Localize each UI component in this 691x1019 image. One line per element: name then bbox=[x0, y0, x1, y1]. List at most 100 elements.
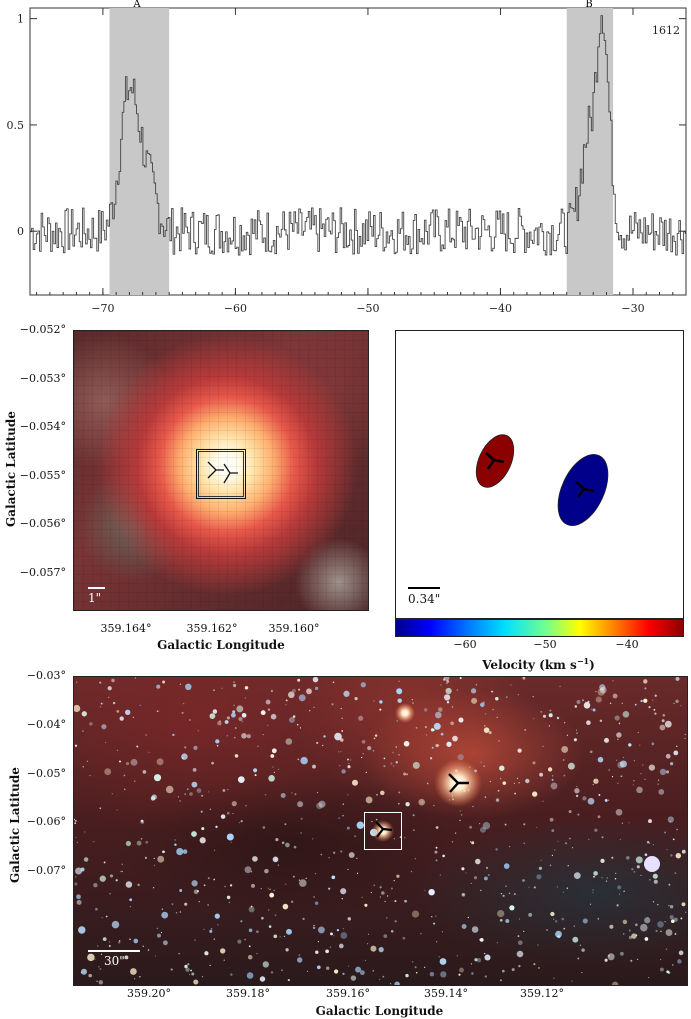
star bbox=[365, 771, 367, 773]
star bbox=[628, 743, 632, 747]
star bbox=[74, 818, 75, 821]
star bbox=[435, 941, 438, 943]
star bbox=[452, 735, 458, 742]
star bbox=[601, 877, 603, 879]
star bbox=[622, 756, 625, 759]
star bbox=[109, 893, 111, 895]
star bbox=[272, 766, 274, 768]
star bbox=[644, 687, 647, 690]
star bbox=[644, 937, 649, 941]
star bbox=[470, 841, 472, 843]
star bbox=[74, 704, 81, 713]
star bbox=[83, 831, 86, 833]
star bbox=[524, 729, 526, 731]
star bbox=[341, 717, 343, 719]
star bbox=[354, 835, 356, 838]
star bbox=[522, 879, 525, 882]
star bbox=[523, 930, 525, 932]
star bbox=[652, 873, 658, 879]
star bbox=[554, 920, 558, 923]
star bbox=[574, 705, 578, 708]
star bbox=[157, 855, 165, 863]
star bbox=[547, 767, 553, 772]
star bbox=[528, 886, 530, 888]
star bbox=[394, 981, 400, 985]
star bbox=[633, 871, 636, 873]
star bbox=[653, 879, 658, 884]
star bbox=[414, 966, 417, 969]
star bbox=[311, 838, 314, 840]
star bbox=[179, 911, 181, 913]
star bbox=[480, 761, 482, 764]
star bbox=[577, 813, 580, 816]
star bbox=[346, 758, 350, 761]
star bbox=[250, 883, 256, 888]
star bbox=[619, 838, 621, 841]
star bbox=[551, 775, 554, 777]
star bbox=[248, 906, 255, 913]
star bbox=[309, 709, 311, 712]
star bbox=[642, 764, 644, 766]
star bbox=[277, 768, 279, 770]
star bbox=[285, 699, 288, 702]
star bbox=[522, 677, 524, 679]
star bbox=[104, 741, 107, 744]
star bbox=[171, 903, 174, 905]
star bbox=[314, 686, 319, 691]
star bbox=[390, 929, 394, 933]
star bbox=[328, 887, 331, 890]
star bbox=[109, 874, 114, 878]
star bbox=[331, 703, 334, 706]
star bbox=[496, 716, 498, 718]
star bbox=[373, 884, 375, 886]
star bbox=[456, 689, 458, 691]
star bbox=[403, 772, 407, 776]
star bbox=[482, 822, 491, 830]
star bbox=[192, 767, 197, 772]
star bbox=[254, 774, 257, 777]
star bbox=[317, 940, 320, 943]
star bbox=[316, 741, 319, 744]
star bbox=[162, 850, 165, 854]
star bbox=[361, 896, 363, 898]
star bbox=[438, 707, 443, 712]
star bbox=[137, 883, 140, 887]
star bbox=[133, 978, 136, 980]
star bbox=[393, 879, 395, 882]
star bbox=[508, 892, 511, 895]
star bbox=[237, 776, 245, 783]
star bbox=[618, 722, 621, 724]
star bbox=[413, 829, 415, 831]
star bbox=[230, 973, 233, 976]
star bbox=[648, 842, 651, 844]
star bbox=[187, 788, 189, 790]
star bbox=[119, 716, 124, 721]
star bbox=[405, 802, 410, 807]
star bbox=[443, 677, 450, 681]
star bbox=[659, 768, 667, 776]
star bbox=[74, 882, 78, 886]
star bbox=[612, 693, 618, 699]
star bbox=[471, 926, 479, 933]
star bbox=[575, 729, 578, 731]
star bbox=[184, 793, 186, 795]
star bbox=[189, 792, 193, 796]
star bbox=[298, 688, 301, 691]
star bbox=[237, 939, 242, 944]
star bbox=[316, 802, 323, 810]
star bbox=[340, 888, 347, 895]
star bbox=[102, 937, 107, 941]
star bbox=[479, 938, 481, 941]
star-field bbox=[74, 677, 687, 985]
star bbox=[484, 954, 491, 961]
spot-b-marker-icon bbox=[575, 481, 595, 498]
star bbox=[564, 842, 568, 845]
star bbox=[600, 858, 605, 864]
star bbox=[548, 713, 553, 718]
star bbox=[241, 712, 247, 718]
star bbox=[207, 791, 210, 793]
star bbox=[252, 856, 258, 862]
star bbox=[669, 762, 674, 766]
wide-ytick-label: −0.06° bbox=[26, 815, 66, 829]
star bbox=[125, 762, 130, 766]
